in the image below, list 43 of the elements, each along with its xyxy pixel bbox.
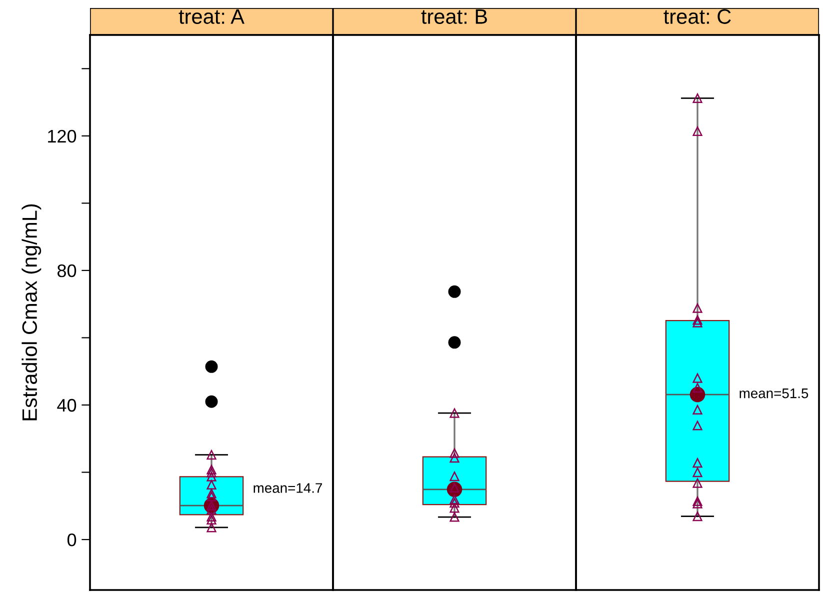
point — [692, 498, 702, 508]
point — [450, 498, 460, 508]
point — [206, 522, 216, 532]
point — [692, 512, 702, 522]
point — [450, 408, 460, 418]
point — [206, 464, 216, 474]
point — [450, 472, 460, 482]
point — [692, 93, 702, 104]
point — [692, 126, 702, 136]
y-tick-label: 0 — [67, 533, 76, 546]
y-axis-title: Estradiol Cmax (ng/mL) — [22, 204, 42, 420]
point — [206, 450, 216, 460]
category-label: treat: C — [664, 9, 731, 24]
y-tick-label: 40 — [57, 398, 76, 412]
point — [692, 373, 702, 383]
point — [206, 468, 216, 478]
point — [206, 472, 216, 482]
point — [692, 458, 702, 468]
category-label: treat: B — [421, 9, 487, 24]
point — [692, 478, 702, 488]
point — [206, 492, 216, 502]
point — [206, 514, 216, 524]
point — [692, 383, 702, 393]
point — [450, 448, 460, 458]
point — [206, 480, 216, 490]
point — [450, 494, 460, 504]
point — [692, 315, 702, 325]
point — [692, 404, 702, 414]
annotation: mean=14.7 — [254, 483, 322, 493]
x-tick-label: treat: A — [178, 9, 244, 24]
point — [206, 488, 216, 498]
annotation: mean=51.5 — [740, 388, 808, 398]
point — [692, 318, 702, 328]
y-tick-label: 120 — [48, 130, 76, 143]
point — [450, 512, 460, 522]
point — [692, 303, 702, 313]
point — [692, 420, 702, 430]
point — [206, 512, 216, 522]
point — [450, 453, 460, 463]
y-tick-label: 80 — [58, 264, 76, 278]
point — [450, 503, 460, 513]
point — [692, 496, 702, 506]
point — [692, 467, 702, 478]
